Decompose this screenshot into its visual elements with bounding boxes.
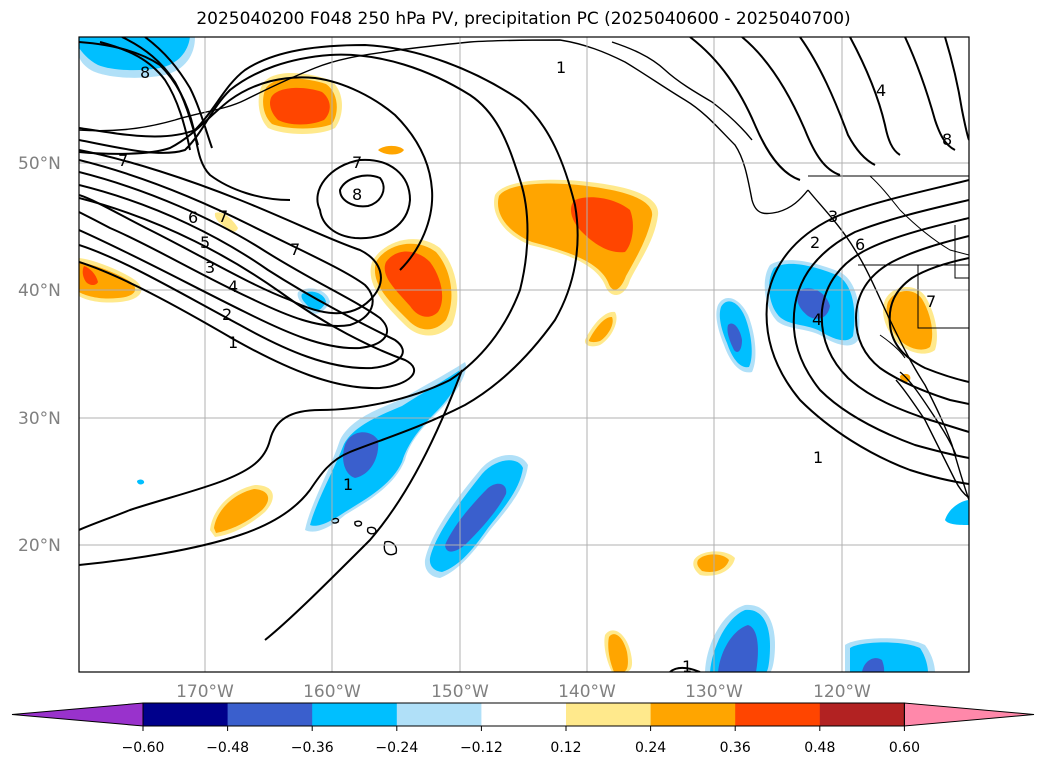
- lon-label: 140°W: [558, 682, 616, 702]
- colorbar-swatch: [819, 703, 905, 726]
- pv-label: 8: [942, 130, 952, 149]
- precipitation-shading: [79, 37, 969, 672]
- colorbar-tick-label: −0.12: [460, 740, 503, 756]
- colorbar-swatch: [650, 703, 736, 726]
- pv-label: 6: [855, 235, 865, 254]
- colorbar-extend-low: [11, 702, 144, 727]
- colorbar-swatch: [566, 703, 652, 726]
- colorbar-tick-label: 0.24: [635, 740, 666, 756]
- lon-label: 170°W: [176, 682, 234, 702]
- lat-label: 50°N: [18, 154, 61, 174]
- colorbar-tick-label: −0.36: [291, 740, 334, 756]
- pv-contours: [79, 37, 969, 672]
- lat-label: 30°N: [18, 409, 61, 429]
- colorbar-tick-label: 0.36: [720, 740, 751, 756]
- lon-label: 130°W: [685, 682, 743, 702]
- colorbar-swatch: [481, 703, 567, 726]
- map-title: 2025040200 F048 250 hPa PV, precipitatio…: [196, 9, 851, 29]
- gridlines: [79, 37, 969, 672]
- pv-label: 2: [222, 305, 232, 324]
- pv-label: 1: [682, 657, 692, 676]
- map-area: 7 8 6 5 3 4 2 1 7 7 7 8 1 1 4 8 2 3 6 4 …: [79, 37, 969, 676]
- pv-label: 7: [218, 207, 228, 226]
- colorbar-tick-label: 0.60: [889, 740, 920, 756]
- pv-label: 7: [926, 292, 936, 311]
- colorbar-outline: [142, 702, 905, 727]
- pv-label: 6: [188, 208, 198, 227]
- colorbar-extend-high: [903, 702, 1035, 727]
- lat-label: 20°N: [18, 536, 61, 556]
- pv-label: 8: [352, 185, 362, 204]
- colorbar-tick-label: −0.24: [375, 740, 418, 756]
- colorbar-swatch: [312, 703, 398, 726]
- colorbar-swatch: [143, 703, 229, 726]
- pv-contour-labels: 7 8 6 5 3 4 2 1 7 7 7 8 1 1 4 8 2 3 6 4 …: [118, 58, 952, 676]
- pv-label: 4: [812, 310, 822, 329]
- pv-label: 7: [118, 151, 128, 170]
- pv-label: 2: [810, 233, 820, 252]
- pv-label: 1: [813, 448, 823, 467]
- lon-label: 120°W: [813, 682, 871, 702]
- map-background: [79, 37, 969, 672]
- pv-label: 5: [200, 233, 210, 252]
- colorbar-tick-label: −0.48: [206, 740, 249, 756]
- colorbar-tick-label: 0.48: [804, 740, 835, 756]
- colorbar-tick-label: −0.60: [122, 740, 165, 756]
- pv-label: 8: [140, 63, 150, 82]
- pv-label: 3: [205, 258, 215, 277]
- lat-label: 40°N: [18, 281, 61, 301]
- pv-label: 1: [556, 58, 566, 77]
- pv-label: 3: [828, 207, 838, 226]
- colorbar: −0.60 −0.48 −0.36 −0.24 −0.12 0.12 0.24 0.36 0.4…: [11, 702, 1035, 756]
- latitude-labels: 20°N 30°N 40°N 50°N: [18, 154, 61, 556]
- colorbar-ticks: −0.60 −0.48 −0.36 −0.24 −0.12 0.12 0.24 0.36 0.4…: [122, 726, 920, 756]
- pv-label: 1: [343, 475, 353, 494]
- pv-label: 7: [290, 240, 300, 259]
- colorbar-tick-label: 0.12: [550, 740, 581, 756]
- lon-label: 160°W: [303, 682, 361, 702]
- longitude-labels: 170°W 160°W 150°W 140°W 130°W 120°W: [176, 682, 871, 702]
- pv-label: 1: [228, 333, 238, 352]
- colorbar-swatch: [396, 703, 482, 726]
- pv-label: 4: [228, 277, 238, 296]
- colorbar-swatch: [735, 703, 821, 726]
- pv-label: 4: [876, 81, 886, 100]
- colorbar-swatch: [227, 703, 313, 726]
- pv-label: 7: [352, 153, 362, 172]
- map-frame: [78, 36, 970, 673]
- lon-label: 150°W: [431, 682, 489, 702]
- colorbar-swatches: [11, 702, 1035, 727]
